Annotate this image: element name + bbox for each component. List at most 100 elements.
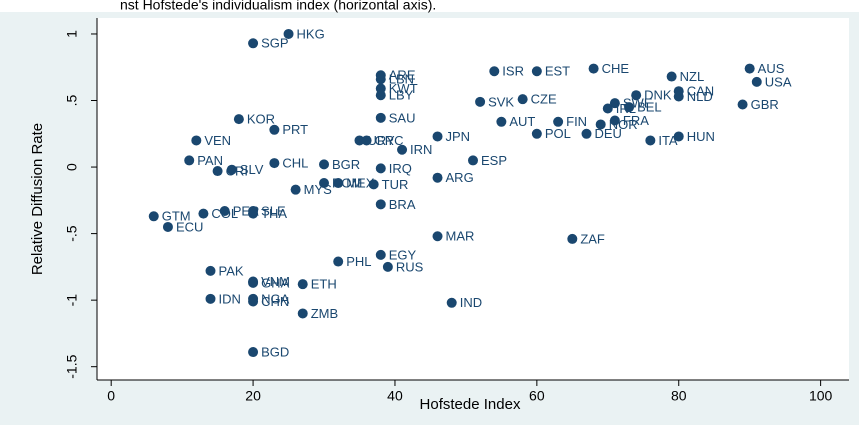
point-label: RUS (396, 259, 424, 274)
point (666, 71, 677, 82)
point (184, 155, 195, 166)
point-label: ZMB (311, 306, 338, 321)
point-label: GHA (261, 275, 290, 290)
caption: nst Hofstede's individualism index (hori… (120, 0, 436, 13)
y-tick-label: -1.5 (64, 354, 80, 378)
point (269, 124, 280, 135)
point-label: PRT (282, 122, 308, 137)
point (219, 205, 230, 216)
point (375, 90, 386, 101)
point-label: IDN (219, 291, 241, 306)
point (446, 297, 457, 308)
point (624, 102, 635, 113)
x-tick-label: 60 (529, 388, 545, 404)
point-label: CHE (602, 61, 630, 76)
point (354, 135, 365, 146)
point-label: POL (545, 126, 571, 141)
point (531, 128, 542, 139)
point (751, 76, 762, 87)
x-tick-label: 40 (387, 388, 403, 404)
point (233, 114, 244, 125)
point-label: AUS (758, 61, 785, 76)
point (567, 233, 578, 244)
point-label: DEU (595, 126, 622, 141)
point-label: NGA (261, 291, 290, 306)
point (319, 159, 330, 170)
point (744, 63, 755, 74)
point (333, 178, 344, 189)
point-label: MYS (304, 182, 333, 197)
point-label: BRA (389, 197, 416, 212)
point-label: MAR (446, 229, 475, 244)
point (198, 208, 209, 219)
x-tick-label: 100 (809, 388, 833, 404)
point (631, 90, 642, 101)
point-label: KWT (389, 81, 418, 96)
point (226, 164, 237, 175)
point-label: SLV (240, 162, 264, 177)
point-label: ISR (502, 64, 524, 79)
point (375, 199, 386, 210)
x-tick-label: 0 (107, 388, 115, 404)
point-label: IRN (410, 142, 432, 157)
point (432, 231, 443, 242)
point (397, 144, 408, 155)
point-label: SVK (488, 94, 514, 109)
point (489, 66, 500, 77)
y-tick-label: .5 (64, 94, 80, 106)
point (375, 74, 386, 85)
point-label: HKG (297, 26, 325, 41)
point-label: USA (765, 74, 792, 89)
point-label: IND (460, 295, 482, 310)
point (333, 256, 344, 267)
point-label: EGY (389, 247, 417, 262)
x-tick-label: 80 (671, 388, 687, 404)
point (290, 184, 301, 195)
point (205, 265, 216, 276)
point (248, 296, 259, 307)
point-label: URY (367, 133, 395, 148)
point (496, 116, 507, 127)
point-label: EST (545, 64, 570, 79)
point (645, 135, 656, 146)
y-tick-label: 1 (64, 30, 80, 38)
point (382, 261, 393, 272)
point (595, 119, 606, 130)
point-label: TUR (382, 177, 409, 192)
point-label: SAU (389, 110, 416, 125)
point (375, 163, 386, 174)
y-tick-label: 0 (64, 163, 80, 171)
point-label: LBN (389, 72, 414, 87)
point-label: VNM (261, 274, 290, 289)
point (191, 135, 202, 146)
point-label: DNK (644, 88, 672, 103)
point (673, 131, 684, 142)
point-label: PHL (346, 254, 371, 269)
point-label: NLD (687, 89, 713, 104)
point (248, 277, 259, 288)
y-tick-label: -.5 (64, 225, 80, 242)
point (531, 66, 542, 77)
point (269, 158, 280, 169)
point-label: FIN (566, 114, 587, 129)
point (148, 211, 159, 222)
point-label: NZL (680, 69, 705, 84)
point (673, 91, 684, 102)
point-label: ARE (389, 68, 416, 83)
point-label: JPN (446, 129, 471, 144)
point (602, 103, 613, 114)
point (248, 208, 259, 219)
point-label: GTM (162, 209, 191, 224)
point-label: SGP (261, 36, 288, 51)
point-label: CAN (687, 84, 714, 99)
point-label: CHN (261, 294, 289, 309)
point (205, 293, 216, 304)
point (432, 172, 443, 183)
point (248, 38, 259, 49)
point-label: ESP (481, 153, 507, 168)
point (212, 166, 223, 177)
point-label: GRC (375, 133, 404, 148)
point (553, 116, 564, 127)
point-label: PAN (197, 153, 223, 168)
